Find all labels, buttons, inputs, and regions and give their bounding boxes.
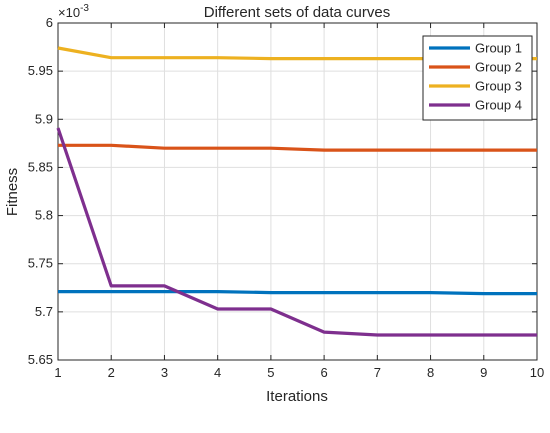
y-axis-exponent-power: -3 [80, 3, 89, 14]
series-line-group-1 [58, 290, 537, 296]
x-tick-label: 4 [214, 365, 221, 380]
x-tick-label: 6 [320, 365, 327, 380]
y-axis-label: Fitness [4, 168, 21, 216]
x-tick-label: 9 [480, 365, 487, 380]
legend-label: Group 2 [475, 60, 522, 75]
chart-title: Different sets of data curves [204, 4, 390, 21]
y-tick-label: 6 [46, 15, 53, 30]
x-axis: 1 2 3 4 5 6 7 8 9 10 [54, 23, 544, 380]
x-tick-label: 2 [108, 365, 115, 380]
y-tick-label: 5.95 [28, 63, 53, 78]
legend-label: Group 4 [475, 98, 522, 113]
y-axis-exponent-base: ×10 [58, 5, 80, 20]
x-axis-label: Iterations [266, 388, 328, 405]
legend-label: Group 3 [475, 79, 522, 94]
y-tick-label: 5.75 [28, 256, 53, 271]
x-tick-label: 1 [54, 365, 61, 380]
x-tick-label: 10 [530, 365, 544, 380]
legend-label: Group 1 [475, 41, 522, 56]
y-tick-label: 5.7 [35, 304, 53, 319]
y-axis: 5.65 5.7 5.75 5.8 5.85 5.9 5.95 6 [28, 15, 537, 367]
x-tick-label: 3 [161, 365, 168, 380]
y-tick-label: 5.65 [28, 352, 53, 367]
y-tick-label: 5.85 [28, 159, 53, 174]
y-tick-label: 5.8 [35, 208, 53, 223]
y-tick-label: 5.9 [35, 111, 53, 126]
y-axis-exponent: ×10-3 [58, 3, 89, 20]
series-line-group-4 [56, 127, 537, 337]
series-line-group-2 [58, 143, 537, 152]
x-tick-label: 5 [267, 365, 274, 380]
x-tick-label: 8 [427, 365, 434, 380]
x-tick-label: 7 [374, 365, 381, 380]
plot-area [57, 22, 538, 361]
legend: Group 1 Group 2 Group 3 Group 4 [422, 35, 533, 121]
